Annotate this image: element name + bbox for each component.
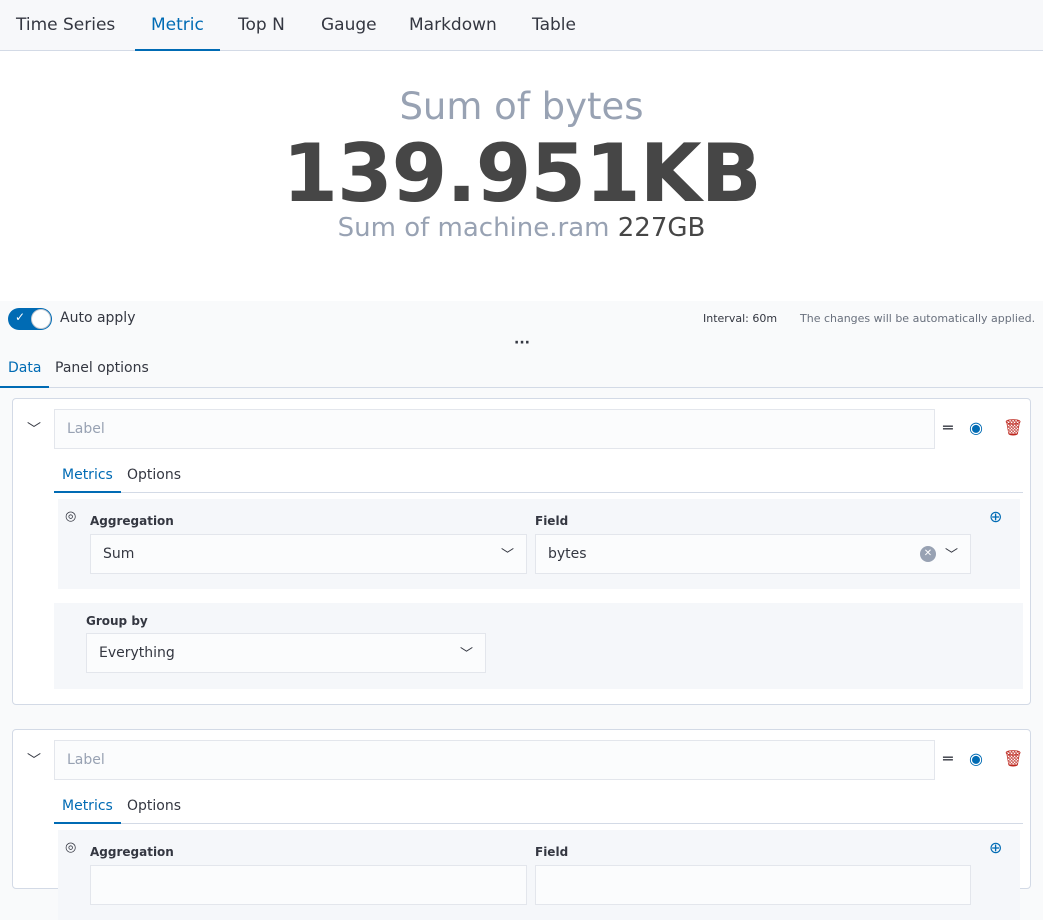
label-input[interactable]: Label (54, 740, 935, 780)
series-panel: ﹀ Label ═ ◉ 🗑 Metrics Options ◎ Aggregat… (12, 398, 1031, 705)
eye-icon[interactable]: ◉ (969, 749, 983, 768)
chevron-down-icon: ﹀ (500, 548, 514, 563)
tab-metric[interactable]: Metric (135, 0, 220, 51)
field-select[interactable] (535, 865, 971, 905)
auto-apply-label: Auto apply (60, 310, 136, 326)
tab-metrics[interactable]: Metrics (54, 467, 121, 493)
resize-handle-icon[interactable]: ··· (514, 335, 530, 351)
tab-metrics[interactable]: Metrics (54, 798, 121, 824)
metric-value: 139.951KB (282, 127, 761, 220)
tab-options[interactable]: Options (127, 798, 182, 814)
check-icon: ✓ (15, 310, 26, 324)
tab-options[interactable]: Options (127, 467, 182, 483)
editor-tabs: Data Panel options (0, 352, 1043, 388)
field-label: Field (535, 845, 569, 859)
trash-icon[interactable]: 🗑 (1003, 418, 1024, 437)
metric-visualization: Sum of bytes 139.951KB Sum of machine.ra… (0, 51, 1043, 301)
group-by-select[interactable]: Everything ﹀ (86, 633, 486, 673)
metric-secondary: Sum of machine.ram 227GB (0, 213, 1043, 243)
aggregation-select[interactable]: Sum ﹀ (90, 534, 527, 574)
drag-handle-icon[interactable]: ═ (943, 418, 953, 437)
group-by-row: Group by Everything ﹀ (54, 603, 1023, 689)
status-text: The changes will be automatically applie… (800, 312, 1036, 325)
tab-markdown[interactable]: Markdown (409, 15, 497, 35)
secondary-label: Sum of machine.ram (337, 213, 610, 243)
series-panel: ﹀ Label ═ ◉ 🗑 Metrics Options ◎ Aggregat… (12, 729, 1031, 920)
clear-icon[interactable]: ✕ (920, 546, 936, 562)
series-tabs: Metrics Options (54, 792, 1023, 824)
chevron-down-icon[interactable]: ﹀ (27, 422, 41, 438)
secondary-value: 227GB (617, 213, 706, 243)
aggregation-label: Aggregation (90, 514, 174, 528)
field-label: Field (535, 514, 569, 528)
tab-gauge[interactable]: Gauge (321, 15, 377, 35)
chevron-down-icon: ﹀ (459, 647, 473, 662)
metric-row: ◎ Aggregation Field ⊕ (58, 830, 1020, 920)
tab-data[interactable]: Data (0, 360, 50, 388)
group-by-value: Everything (99, 645, 175, 661)
trash-icon[interactable]: 🗑 (1003, 749, 1024, 768)
tab-table[interactable]: Table (532, 15, 576, 35)
drag-handle-icon[interactable]: ═ (943, 749, 953, 768)
field-select[interactable]: bytes ✕ ﹀ (535, 534, 971, 574)
aggregation-label: Aggregation (90, 845, 174, 859)
eye-icon[interactable]: ◎ (65, 509, 77, 524)
visualization-type-tabs: Time Series Metric Top N Gauge Markdown … (0, 0, 1043, 51)
tab-top-n[interactable]: Top N (238, 15, 285, 35)
tab-time-series[interactable]: Time Series (16, 15, 116, 35)
group-by-label: Group by (86, 614, 148, 628)
aggregation-select[interactable] (90, 865, 527, 905)
field-value: bytes (548, 546, 587, 562)
series-tabs: Metrics Options (54, 461, 1023, 493)
chevron-down-icon: ﹀ (944, 548, 958, 563)
eye-icon[interactable]: ◎ (65, 840, 77, 855)
auto-apply-toggle[interactable]: ✓ (8, 308, 52, 330)
metric-row: ◎ Aggregation Sum ﹀ Field bytes ✕ ﹀ ⊕ (58, 499, 1020, 589)
metric-title: Sum of bytes (399, 85, 644, 128)
interval-text: Interval: 60m (703, 312, 778, 325)
eye-icon[interactable]: ◉ (969, 418, 983, 437)
add-icon[interactable]: ⊕ (989, 838, 1003, 857)
add-icon[interactable]: ⊕ (989, 507, 1003, 526)
tab-panel-options[interactable]: Panel options (55, 360, 149, 376)
aggregation-value: Sum (103, 546, 135, 562)
label-input[interactable]: Label (54, 409, 935, 449)
chevron-down-icon[interactable]: ﹀ (27, 753, 41, 769)
